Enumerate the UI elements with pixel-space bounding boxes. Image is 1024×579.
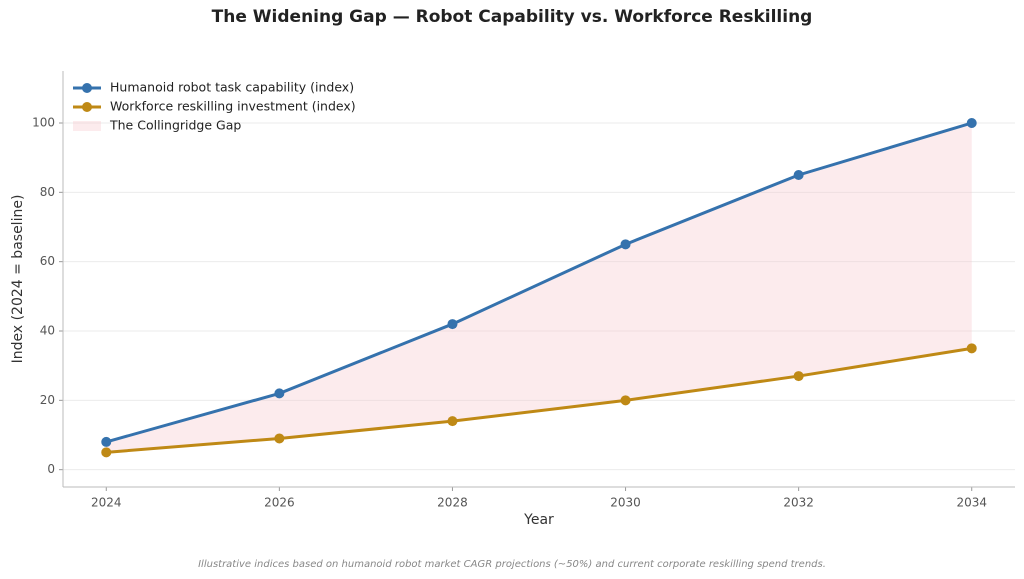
legend-marker [82, 83, 92, 93]
point [793, 170, 804, 180]
legend-label: The Collingridge Gap [109, 118, 241, 133]
y-tick-label: 60 [40, 254, 55, 268]
y-tick-label: 100 [32, 116, 55, 130]
point [966, 343, 977, 354]
caption: Illustrative indices based on humanoid r… [198, 559, 826, 570]
point [101, 436, 112, 447]
gap-area [106, 123, 972, 453]
point [793, 371, 804, 382]
x-tick-label: 2028 [437, 496, 468, 510]
series-line [105, 121, 973, 444]
x-tick-label: 2034 [956, 496, 987, 510]
y-tick-label: 40 [40, 324, 55, 338]
point [447, 319, 458, 330]
point [101, 447, 112, 458]
legend-label: Workforce reskilling investment (index) [110, 99, 356, 114]
y-tick-label: 0 [47, 462, 55, 476]
series-line [106, 346, 972, 454]
point [966, 118, 977, 128]
chart-title: The Widening Gap — Robot Capability vs. … [212, 7, 813, 27]
x-tick-label: 2024 [91, 496, 122, 510]
point [274, 433, 285, 444]
legend-swatch [73, 121, 101, 131]
y-tick-label: 80 [40, 185, 55, 199]
point [620, 239, 631, 250]
point [274, 388, 285, 399]
point [447, 416, 458, 427]
x-axis-label: Year [523, 512, 554, 528]
legend-label: Humanoid robot task capability (index) [110, 80, 354, 95]
y-axis-label: Index (2024 = baseline) [10, 195, 26, 364]
point [620, 395, 631, 406]
x-tick-label: 2030 [610, 496, 641, 510]
y-tick-label: 20 [40, 393, 55, 407]
x-tick-label: 2026 [264, 496, 295, 510]
legend-marker [82, 102, 92, 112]
x-tick-label: 2032 [783, 496, 814, 510]
